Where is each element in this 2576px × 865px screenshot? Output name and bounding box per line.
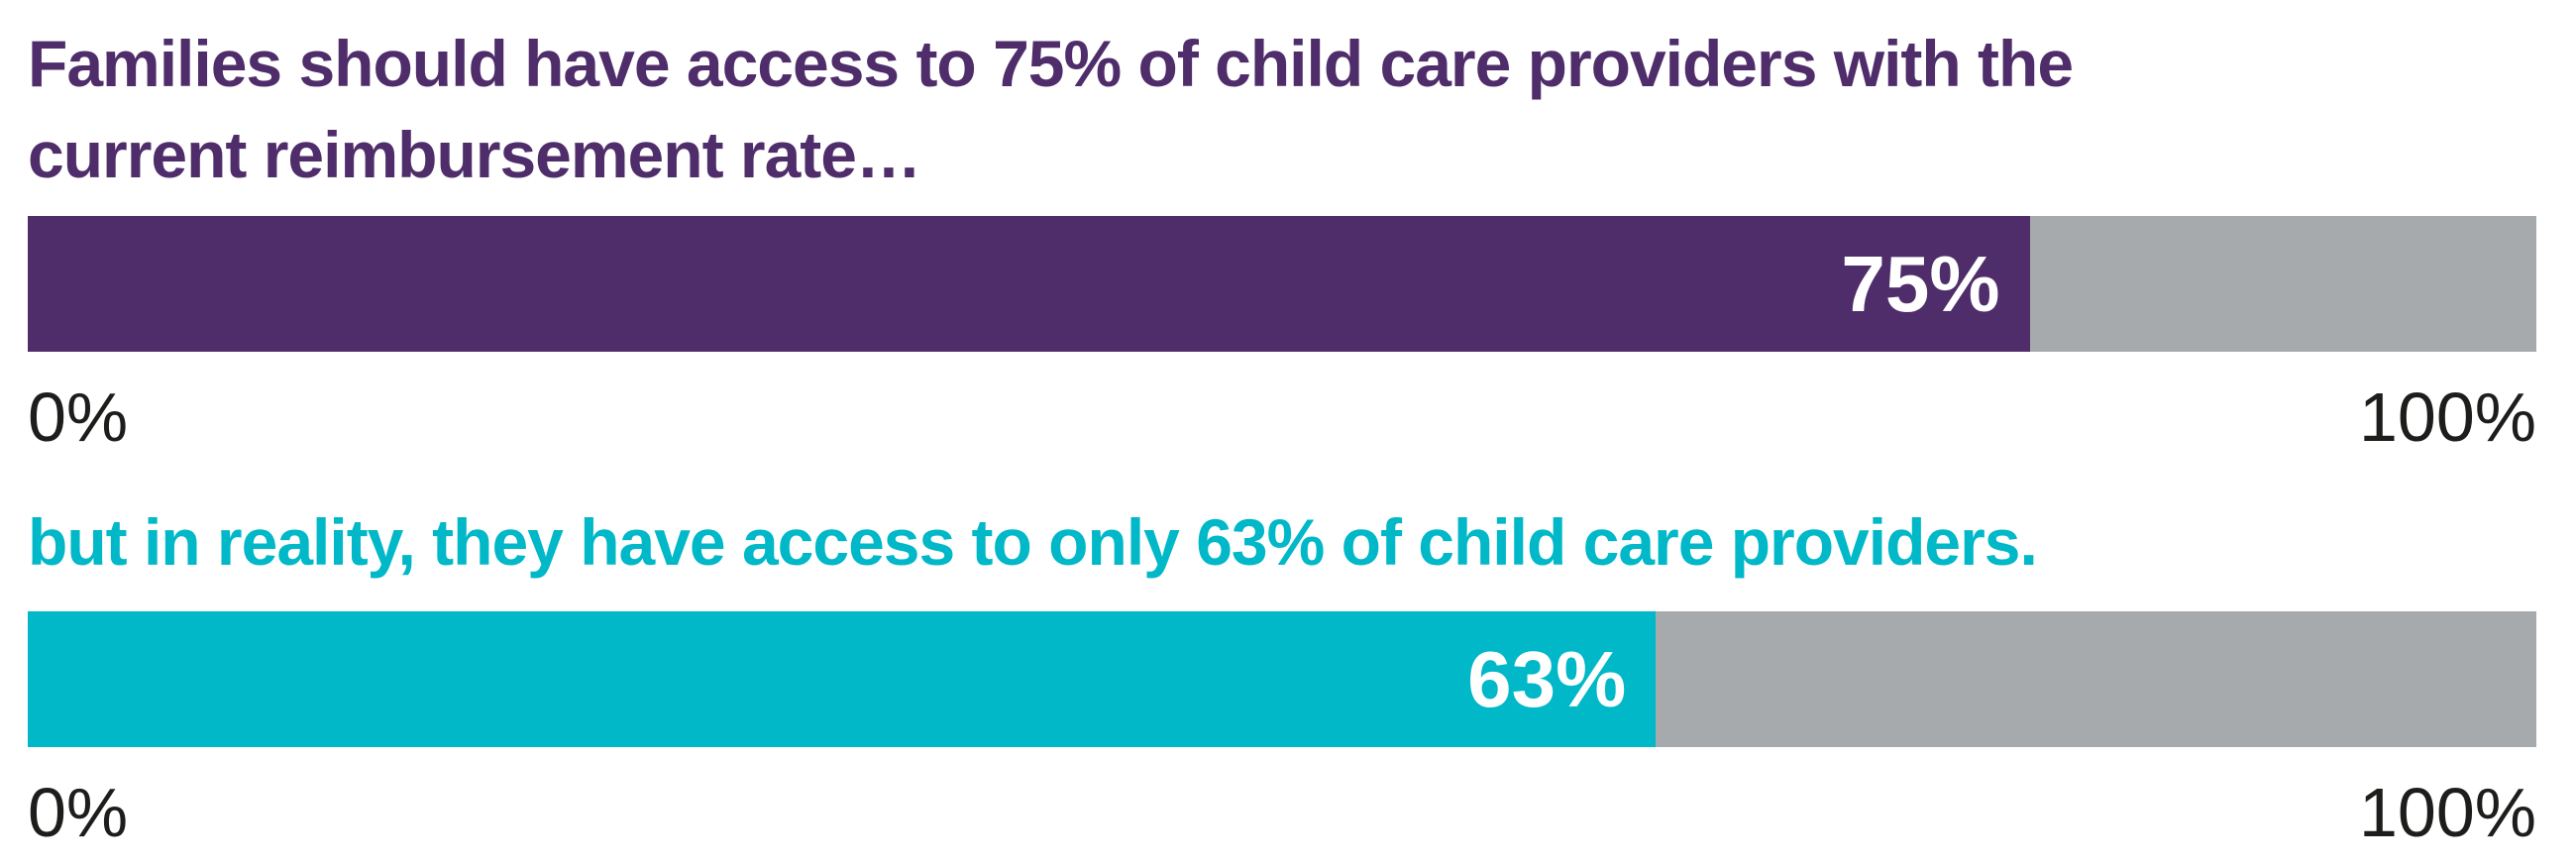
- axis-max-label: 100%: [2358, 774, 2536, 851]
- chart-title-line-1: Families should have access to 75% of ch…: [28, 27, 2074, 100]
- chart-title-line-1: but in reality, they have access to only…: [28, 505, 2038, 579]
- axis-min-label: 0%: [28, 774, 129, 851]
- axis-max-label: 100%: [2358, 378, 2536, 456]
- axis-min-label: 0%: [28, 378, 129, 456]
- bar-value-label-actual-access: 63%: [1467, 634, 1627, 723]
- chart-title-actual-access: but in reality, they have access to only…: [28, 496, 2536, 588]
- chart-section-actual-access: but in reality, they have access to only…: [28, 496, 2536, 848]
- chart-title-expected-access: Families should have access to 75% of ch…: [28, 18, 2536, 200]
- chart-section-expected-access: Families should have access to 75% of ch…: [28, 18, 2536, 453]
- bar-value-label-expected-access: 75%: [1841, 239, 2000, 328]
- bar-fill-actual-access: 63%: [28, 611, 1657, 747]
- bar-track-actual-access: 63%: [28, 611, 2536, 747]
- axis-row-actual-access: 0% 100%: [28, 777, 2536, 848]
- bar-fill-expected-access: 75%: [28, 216, 2030, 352]
- axis-row-expected-access: 0% 100%: [28, 381, 2536, 453]
- bar-track-expected-access: 75%: [28, 216, 2536, 352]
- chart-title-line-2: current reimbursement rate…: [28, 118, 921, 191]
